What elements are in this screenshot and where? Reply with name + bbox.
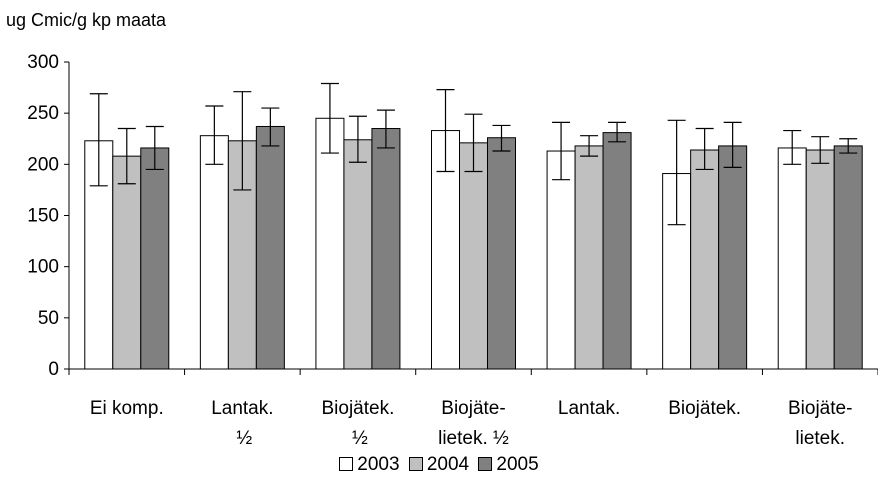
- bar-2004-4: [575, 146, 603, 369]
- x-category-label: ½: [352, 428, 368, 449]
- bar-2005-5: [719, 146, 747, 369]
- x-category-label: Lantak.: [558, 398, 620, 419]
- x-category-label: Biojäte-: [788, 398, 852, 419]
- bar-2004-5: [691, 150, 719, 369]
- legend-item-2004: 2004: [409, 454, 469, 476]
- bar-2005-1: [256, 126, 284, 369]
- y-tick-label: 200: [27, 154, 59, 175]
- legend: 2003 2004 2005: [0, 454, 878, 476]
- legend-swatch-2003: [339, 457, 353, 471]
- y-tick-label: 150: [27, 206, 59, 227]
- bar-2004-3: [460, 143, 488, 369]
- y-tick-label: 300: [27, 52, 59, 73]
- legend-swatch-2005: [478, 457, 492, 471]
- bar-2004-6: [806, 150, 834, 369]
- bar-2003-2: [316, 118, 344, 369]
- legend-label-2004: 2004: [427, 454, 469, 475]
- bar-2004-2: [344, 140, 372, 369]
- x-category-label: Lantak.: [211, 398, 273, 419]
- x-category-label: Biojäte-: [441, 398, 505, 419]
- bar-2005-6: [834, 146, 862, 369]
- bar-2005-2: [372, 129, 400, 369]
- legend-item-2003: 2003: [339, 454, 399, 476]
- bar-2003-4: [547, 151, 575, 369]
- y-tick-label: 250: [27, 103, 59, 124]
- legend-label-2003: 2003: [357, 454, 399, 475]
- bar-2004-0: [113, 156, 141, 369]
- x-category-label: Biojätek.: [321, 398, 394, 419]
- x-category-label: ½: [236, 428, 252, 449]
- legend-item-2005: 2005: [478, 454, 538, 476]
- y-tick-label: 0: [48, 359, 59, 380]
- x-category-label: Biojätek.: [668, 398, 741, 419]
- x-category-label: Ei komp.: [90, 398, 164, 419]
- bar-2005-3: [488, 138, 516, 369]
- bar-2003-6: [778, 148, 806, 369]
- x-category-label: lietek.: [795, 428, 845, 449]
- legend-swatch-2004: [409, 457, 423, 471]
- y-tick-label: 50: [38, 308, 59, 329]
- legend-label-2005: 2005: [496, 454, 538, 475]
- y-tick-label: 100: [27, 257, 59, 278]
- bar-2005-0: [141, 148, 169, 369]
- bar-2005-4: [603, 133, 631, 369]
- x-category-label: lietek. ½: [438, 428, 509, 449]
- bar-2003-1: [200, 136, 228, 369]
